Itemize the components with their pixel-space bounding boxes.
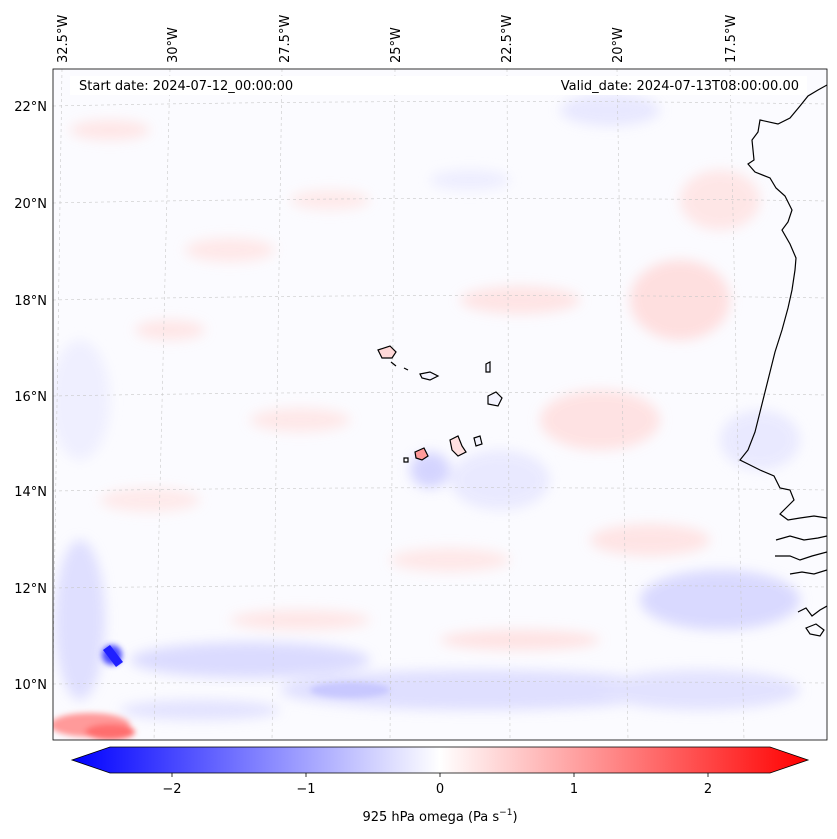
lat-label: 22°N bbox=[14, 100, 47, 115]
lat-label: 14°N bbox=[14, 485, 47, 500]
lon-label: 20°W bbox=[611, 27, 626, 63]
coastlines bbox=[739, 84, 827, 637]
colorbar-tick-label: −2 bbox=[162, 782, 181, 797]
strong-ascent-cell bbox=[103, 645, 123, 667]
latitude-labels: 22°N 20°N 18°N 16°N 14°N 12°N 10°N bbox=[14, 100, 47, 693]
lon-label: 32.5°W bbox=[56, 15, 71, 63]
lon-label: 25°W bbox=[389, 27, 404, 63]
cape-verde-islands bbox=[377, 345, 503, 463]
date-banner bbox=[70, 76, 807, 95]
colorbar-tick-label: 1 bbox=[570, 782, 578, 797]
lat-label: 10°N bbox=[14, 678, 47, 693]
longitude-labels: 32.5°W 30°W 27.5°W 25°W 22.5°W 20°W 17.5… bbox=[56, 15, 739, 63]
gridlines bbox=[53, 69, 827, 740]
lat-label: 18°N bbox=[14, 294, 47, 309]
colorbar-body bbox=[70, 746, 810, 774]
lat-label: 12°N bbox=[14, 582, 47, 597]
lon-label: 30°W bbox=[166, 27, 181, 63]
lat-label: 20°N bbox=[14, 197, 47, 212]
lon-label: 27.5°W bbox=[278, 15, 293, 63]
colorbar: −2 −1 0 1 2 925 hPa omega (Pa s−1) bbox=[70, 746, 810, 825]
lon-label: 17.5°W bbox=[724, 15, 739, 63]
colorbar-tick-label: −1 bbox=[296, 782, 315, 797]
start-date-label: Start date: 2024-07-12_00:00:00 bbox=[79, 79, 293, 94]
lat-label: 16°N bbox=[14, 390, 47, 405]
omega-field bbox=[53, 69, 827, 740]
valid-date-label: Valid_date: 2024-07-13T08:00:00.00 bbox=[561, 79, 799, 94]
lon-label: 22.5°W bbox=[500, 15, 515, 63]
colorbar-title: 925 hPa omega (Pa s−1) bbox=[362, 808, 517, 825]
colorbar-tick-label: 2 bbox=[704, 782, 712, 797]
colorbar-ticks bbox=[171, 773, 709, 777]
colorbar-tick-label: 0 bbox=[436, 782, 444, 797]
map-frame bbox=[52, 68, 828, 741]
